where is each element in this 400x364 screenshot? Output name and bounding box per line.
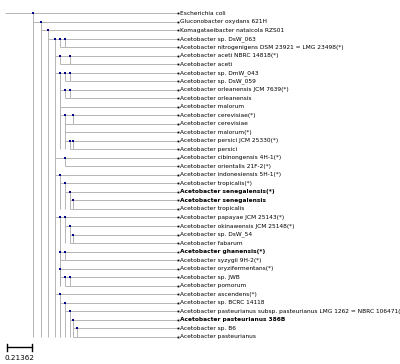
Text: Acetobacter nitrogenigens DSM 23921 = LMG 23498(*): Acetobacter nitrogenigens DSM 23921 = LM…	[180, 45, 343, 50]
Text: Acetobacter papayae JCM 25143(*): Acetobacter papayae JCM 25143(*)	[180, 215, 284, 220]
Text: Acetobacter malorum(*): Acetobacter malorum(*)	[180, 130, 251, 135]
Text: Acetobacter cibinongensis 4H-1(*): Acetobacter cibinongensis 4H-1(*)	[180, 155, 281, 161]
Text: Acetobacter sp. DsW_063: Acetobacter sp. DsW_063	[180, 36, 255, 41]
Text: Acetobacter malorum: Acetobacter malorum	[180, 104, 244, 109]
Text: Acetobacter pasteurianus subsp. pasteurianus LMG 1262 = NBRC 106471(*): Acetobacter pasteurianus subsp. pasteuri…	[180, 309, 400, 314]
Text: Acetobacter ascendens(*): Acetobacter ascendens(*)	[180, 292, 256, 297]
Text: Acetobacter tropicalis(*): Acetobacter tropicalis(*)	[180, 181, 252, 186]
Text: 0.21362: 0.21362	[4, 355, 34, 361]
Text: Acetobacter cerevisiae: Acetobacter cerevisiae	[180, 121, 248, 126]
Text: Gluconobacter oxydans 621H: Gluconobacter oxydans 621H	[180, 19, 266, 24]
Text: Acetobacter orleanensis: Acetobacter orleanensis	[180, 96, 251, 101]
Text: Acetobacter pomorum: Acetobacter pomorum	[180, 283, 246, 288]
Text: Acetobacter sp. DmW_043: Acetobacter sp. DmW_043	[180, 70, 258, 76]
Text: Acetobacter sp. B6: Acetobacter sp. B6	[180, 326, 236, 331]
Text: Acetobacter sp. DsW_54: Acetobacter sp. DsW_54	[180, 232, 252, 237]
Text: Acetobacter tropicalis: Acetobacter tropicalis	[180, 206, 244, 211]
Text: Acetobacter aceti: Acetobacter aceti	[180, 62, 232, 67]
Text: Acetobacter oryzifermentans(*): Acetobacter oryzifermentans(*)	[180, 266, 273, 271]
Text: Acetobacter persici: Acetobacter persici	[180, 147, 237, 152]
Text: Komagataeibacter nataicola RZS01: Komagataeibacter nataicola RZS01	[180, 28, 284, 33]
Text: Acetobacter persici JCM 25330(*): Acetobacter persici JCM 25330(*)	[180, 138, 278, 143]
Text: Acetobacter syzygii 9H-2(*): Acetobacter syzygii 9H-2(*)	[180, 258, 261, 262]
Text: Acetobacter fabarum: Acetobacter fabarum	[180, 241, 242, 246]
Text: Acetobacter orleanensis JCM 7639(*): Acetobacter orleanensis JCM 7639(*)	[180, 87, 288, 92]
Text: Acetobacter sp. DsW_059: Acetobacter sp. DsW_059	[180, 79, 256, 84]
Text: Acetobacter senegalensis: Acetobacter senegalensis	[180, 198, 266, 203]
Text: Acetobacter orientalis 21F-2(*): Acetobacter orientalis 21F-2(*)	[180, 164, 270, 169]
Text: Acetobacter ghanensis(*): Acetobacter ghanensis(*)	[180, 249, 265, 254]
Text: Acetobacter senegalensis(*): Acetobacter senegalensis(*)	[180, 190, 274, 194]
Text: Acetobacter indonesiensis 5H-1(*): Acetobacter indonesiensis 5H-1(*)	[180, 173, 281, 177]
Text: Acetobacter pasteurianus: Acetobacter pasteurianus	[180, 334, 256, 339]
Text: Acetobacter pasteurianus 386B: Acetobacter pasteurianus 386B	[180, 317, 285, 322]
Text: Acetobacter sp. BCRC 14118: Acetobacter sp. BCRC 14118	[180, 300, 264, 305]
Text: Escherichia coli: Escherichia coli	[180, 11, 225, 16]
Text: Acetobacter sp. JWB: Acetobacter sp. JWB	[180, 274, 239, 280]
Text: Acetobacter aceti NBRC 14818(*): Acetobacter aceti NBRC 14818(*)	[180, 53, 278, 58]
Text: Acetobacter cerevisiae(*): Acetobacter cerevisiae(*)	[180, 113, 255, 118]
Text: Acetobacter okinawensis JCM 25148(*): Acetobacter okinawensis JCM 25148(*)	[180, 223, 294, 229]
